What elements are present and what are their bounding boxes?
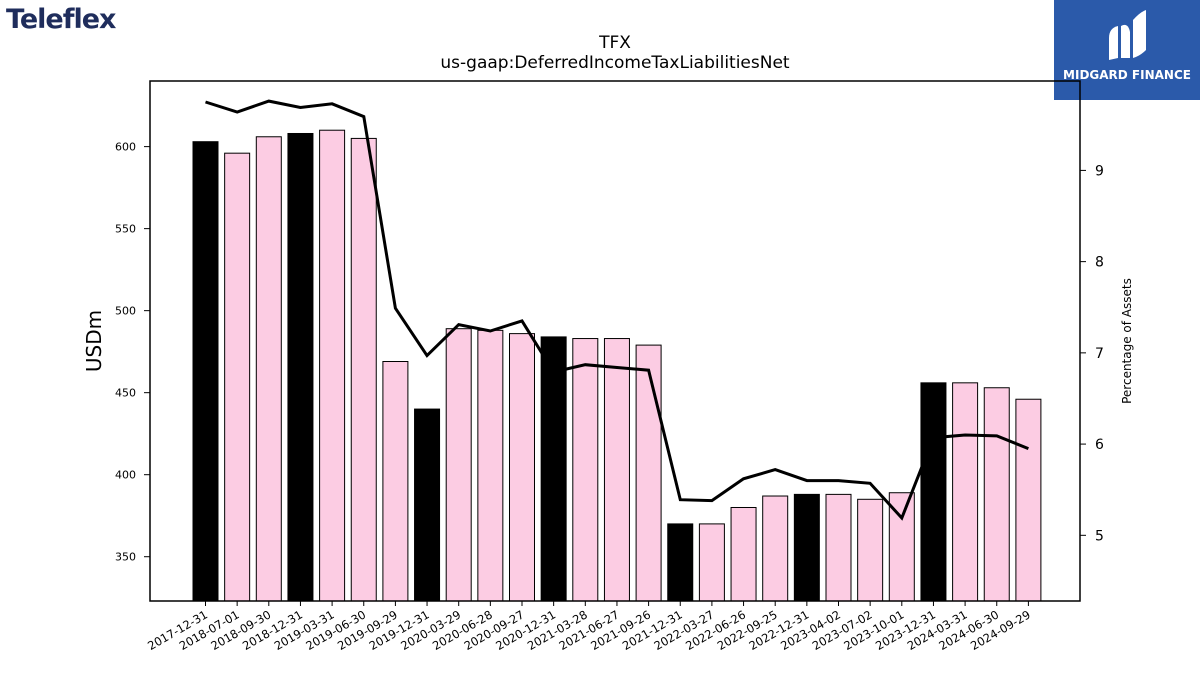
y2-tick-label: 5 <box>1095 528 1104 544</box>
bar-2019-12-31 <box>414 408 441 602</box>
bar-2020-09-27 <box>509 333 535 602</box>
percentage-of-assets-line <box>205 99 1029 521</box>
bar-2023-07-02 <box>857 498 884 602</box>
y-axis-label: USDm <box>82 310 106 372</box>
y2-tick-label: 6 <box>1095 437 1104 453</box>
bar-2020-12-31 <box>540 336 567 602</box>
chart-subtitle: us-gaap:DeferredIncomeTaxLiabilitiesNet <box>440 53 790 73</box>
y2-tick-label: 8 <box>1095 255 1104 271</box>
bar-2018-07-01 <box>224 152 251 602</box>
bar-2024-06-30 <box>983 387 1010 602</box>
chart-title: TFX <box>598 33 631 53</box>
bar-2022-06-26 <box>730 506 757 602</box>
bar-2022-03-27 <box>698 523 725 602</box>
bar-2020-06-28 <box>477 329 504 602</box>
bar-2019-09-29 <box>382 361 409 602</box>
bar-2020-03-29 <box>445 328 472 602</box>
company-logo: Teleflex <box>6 4 116 35</box>
y2-tick-label: 9 <box>1095 163 1104 179</box>
bar-2019-06-30 <box>350 137 377 602</box>
y-tick-label: 350 <box>115 551 136 564</box>
bar-2022-12-31 <box>793 493 820 602</box>
bar-2021-06-27 <box>603 338 630 602</box>
bar-2024-09-29 <box>1015 398 1042 602</box>
bar-2017-12-31 <box>192 141 219 602</box>
bar-2018-12-31 <box>287 132 314 602</box>
y2-axis-label: Percentage of Assets <box>1120 278 1134 404</box>
y-tick-label: 600 <box>115 141 136 154</box>
bar-2023-04-02 <box>825 493 852 602</box>
bar-2021-12-31 <box>667 523 694 602</box>
y-tick-label: 550 <box>115 223 136 236</box>
y2-tick-label: 7 <box>1095 346 1104 362</box>
bar-2023-12-31 <box>920 382 947 602</box>
watermark-text: MIDGARD FINANCE <box>1063 68 1191 82</box>
watermark-logo-icon <box>1109 10 1146 60</box>
bar-2018-09-30 <box>255 136 282 602</box>
plot-frame <box>149 80 1081 602</box>
bar-2022-09-25 <box>762 495 789 602</box>
bar-2021-09-26 <box>635 344 662 602</box>
watermark-badge: MIDGARD FINANCE <box>1054 0 1200 100</box>
y-tick-label: 400 <box>115 469 136 482</box>
bar-2019-03-31 <box>319 129 346 602</box>
bar-2024-03-31 <box>952 382 979 602</box>
bar-2021-03-28 <box>572 338 599 602</box>
y-tick-label: 500 <box>115 305 136 318</box>
y-tick-label: 450 <box>115 387 136 400</box>
